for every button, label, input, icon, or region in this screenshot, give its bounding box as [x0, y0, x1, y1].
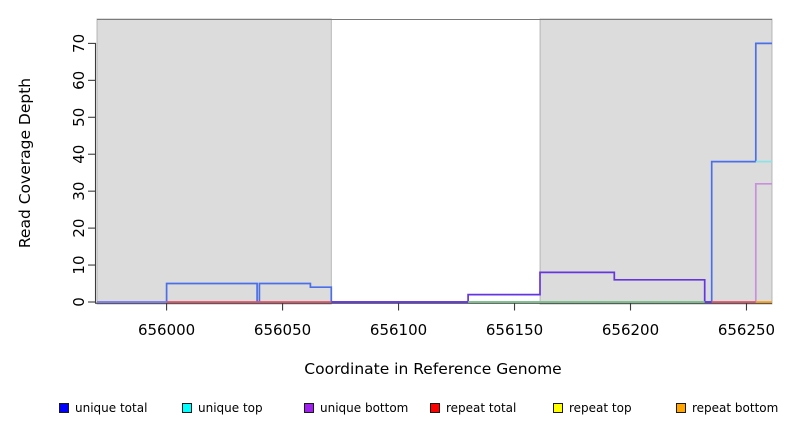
legend-item-unique-bottom: unique bottom — [304, 399, 408, 417]
legend-label: unique top — [198, 401, 263, 415]
legend-label: unique bottom — [320, 401, 409, 415]
y-tick-label: 10 — [70, 256, 88, 275]
legend-swatch-repeat-top — [553, 403, 563, 413]
x-tick-label: 656100 — [370, 321, 427, 339]
legend-item-repeat-top: repeat top — [553, 399, 632, 417]
coverage-plot: 656000 656050 656100 656150 656200 656250 0 10 2… — [16, 18, 775, 378]
y-tick-label: 0 — [70, 297, 88, 307]
legend-item-repeat-bottom: repeat bottom — [676, 399, 778, 417]
y-tick-label: 60 — [70, 71, 88, 90]
shaded-region-left-flank — [96, 18, 332, 305]
legend-label: repeat total — [446, 401, 517, 415]
y-tick-label: 20 — [70, 219, 88, 238]
series-line-unique-total — [97, 42, 772, 303]
legend-swatch-unique-bottom — [304, 403, 314, 413]
y-tick-label: 40 — [70, 145, 88, 164]
legend: unique total unique top unique bottom repea… — [0, 399, 792, 423]
y-tick-label: 70 — [70, 34, 88, 53]
legend-swatch-unique-total — [59, 403, 69, 413]
legend-label: repeat top — [569, 401, 632, 415]
legend-swatch-repeat-total — [430, 403, 440, 413]
legend-swatch-repeat-bottom — [676, 403, 686, 413]
legend-label: unique total — [75, 401, 148, 415]
legend-label: repeat bottom — [692, 401, 779, 415]
series-line-unique-bottom — [331, 271, 712, 303]
legend-item-unique-top: unique top — [182, 399, 263, 417]
x-tick-label: 656050 — [254, 321, 311, 339]
legend-item-repeat-total: repeat total — [430, 399, 516, 417]
x-tick-label: 656150 — [486, 321, 543, 339]
x-axis-title: Coordinate in Reference Genome — [304, 360, 561, 378]
x-tick-label: 656200 — [602, 321, 659, 339]
y-axis-title: Read Coverage Depth — [16, 78, 34, 248]
legend-item-unique-total: unique total — [59, 399, 147, 417]
y-tick-label: 30 — [70, 182, 88, 201]
y-tick-label: 50 — [70, 108, 88, 127]
legend-swatch-unique-top — [182, 403, 192, 413]
x-tick-label: 656250 — [718, 321, 775, 339]
series-line-unique-bottom-high — [754, 182, 772, 302]
x-tick-label: 656000 — [138, 321, 195, 339]
